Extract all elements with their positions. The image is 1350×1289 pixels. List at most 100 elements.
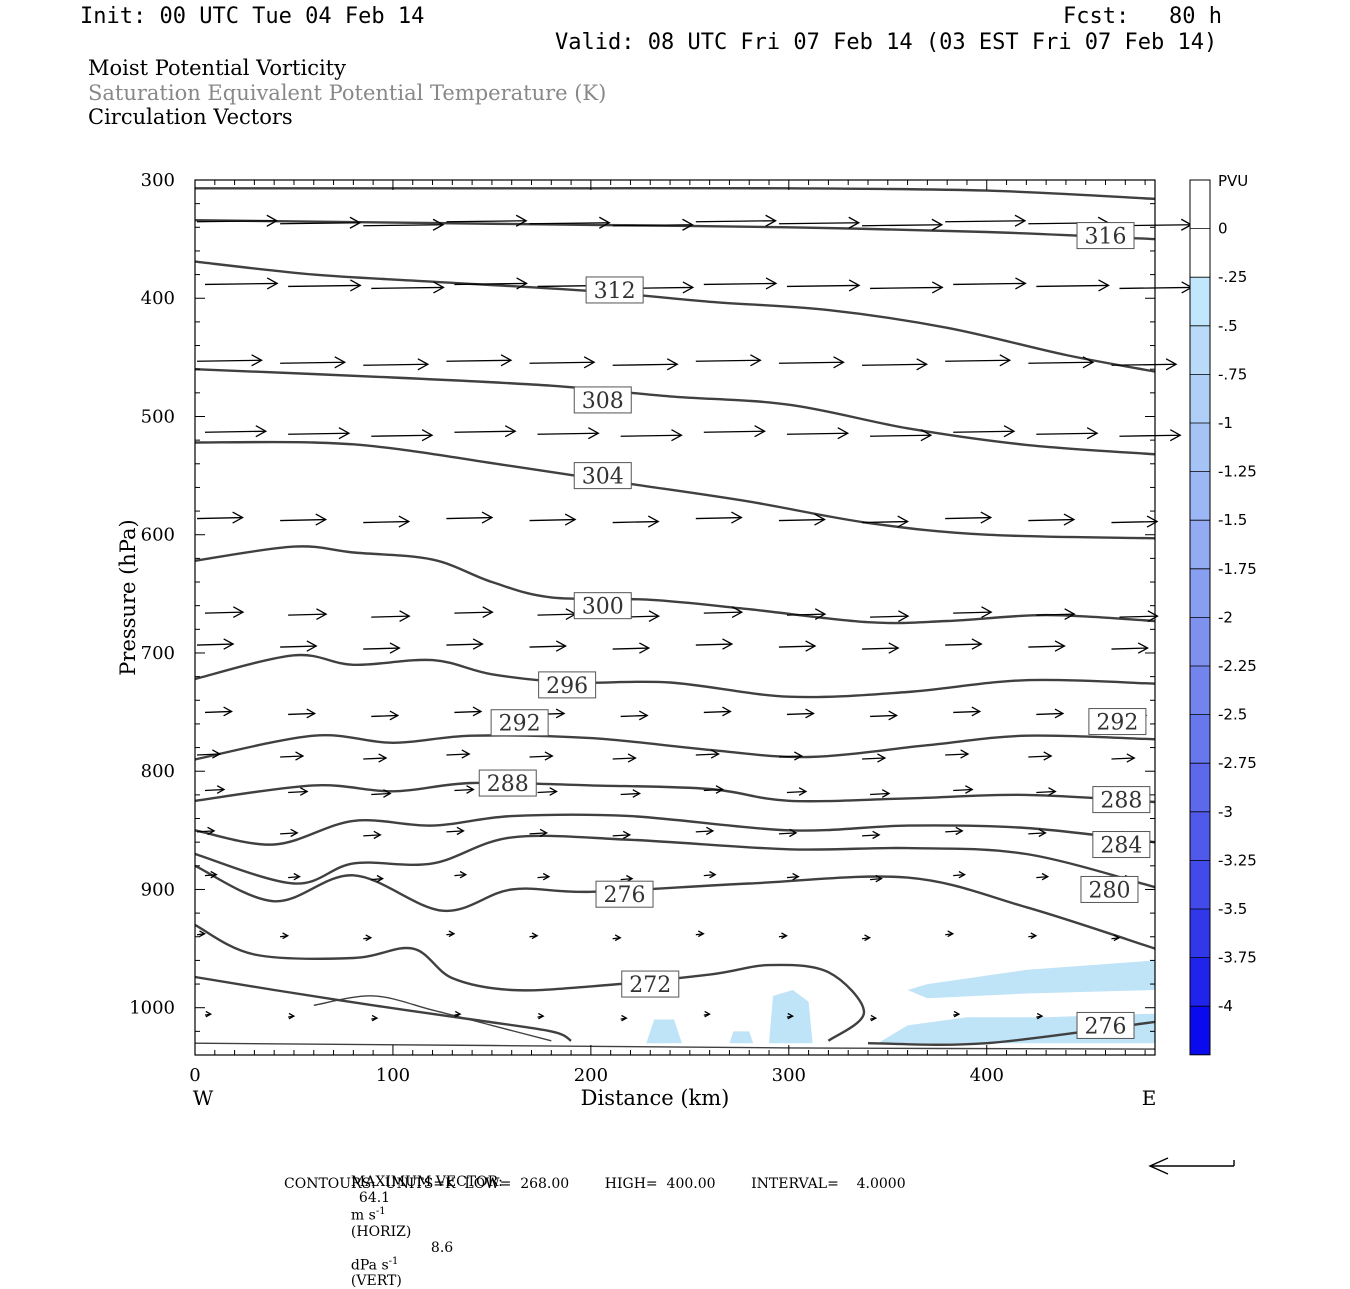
vector-shaft xyxy=(1119,434,1181,437)
vector-arrow xyxy=(371,710,400,721)
vector-shaft xyxy=(1036,432,1098,435)
horiz-tag: (HORIZ) xyxy=(350,1223,412,1240)
vector-arrow xyxy=(1036,608,1076,621)
x-axis-label: Distance (km) xyxy=(581,1086,730,1110)
vector-arrow xyxy=(1028,356,1095,369)
vector-shaft xyxy=(870,615,909,618)
vector-head xyxy=(459,870,468,879)
vector-arrow xyxy=(1028,513,1076,526)
vector-arrow xyxy=(204,870,218,879)
contour-label-6: 292 xyxy=(490,709,549,737)
vector-head xyxy=(709,870,717,879)
contour-line-6 xyxy=(194,653,1156,699)
vector-arrow xyxy=(1028,932,1038,940)
vector-arrow xyxy=(1036,787,1057,796)
vector-head xyxy=(350,279,362,292)
vector-shaft xyxy=(862,647,899,650)
contour-line-7 xyxy=(194,734,1156,761)
vector-head xyxy=(306,708,317,719)
vector-arrow xyxy=(288,1012,296,1020)
axes: 0 100 200 300 400 300 400 500 600 700 800 900 1000 W E… xyxy=(116,170,1156,1110)
vector-head xyxy=(549,787,558,796)
vector-shaft xyxy=(945,220,1026,223)
vector-head xyxy=(781,932,788,940)
vector-shaft xyxy=(870,434,931,437)
west-label: W xyxy=(193,1086,214,1110)
contour-label-text: 292 xyxy=(499,712,541,737)
vector-head xyxy=(223,706,233,717)
vector-head xyxy=(531,932,539,940)
vector-arrow xyxy=(363,642,401,654)
vector-head xyxy=(765,214,777,227)
vector-arrow xyxy=(695,749,720,759)
contour-label-text: 308 xyxy=(582,389,624,414)
vector-shaft xyxy=(280,518,326,522)
vector-shaft xyxy=(1111,757,1135,760)
vector-head xyxy=(456,826,465,836)
vector-arrow xyxy=(204,1010,213,1018)
colorbar-label: -.25 xyxy=(1218,268,1247,286)
vector-arrow xyxy=(1111,515,1159,528)
vector-shaft xyxy=(196,359,262,362)
vector-shaft xyxy=(1028,755,1052,758)
vert-tag: (VERT) xyxy=(350,1273,402,1289)
colorbar-swatch xyxy=(1190,568,1210,618)
vector-shaft xyxy=(786,790,806,794)
ref-arrow-head xyxy=(1148,1157,1169,1175)
east-label: E xyxy=(1142,1086,1157,1110)
vector-head xyxy=(454,1010,462,1018)
vector-shaft xyxy=(446,830,464,833)
vector-arrow xyxy=(537,787,558,796)
vector-arrow xyxy=(945,354,1012,367)
y-tick-label: 1000 xyxy=(129,998,175,1019)
vector-head xyxy=(448,930,456,938)
vector-shaft xyxy=(870,877,882,881)
vector-head xyxy=(1043,751,1053,761)
x-tick-label: 400 xyxy=(970,1065,1004,1086)
contour-label-box xyxy=(1088,708,1147,736)
vector-shaft xyxy=(1036,284,1109,288)
vector-head xyxy=(622,830,632,840)
vector-shaft xyxy=(280,361,345,364)
vector-shaft xyxy=(695,753,719,756)
vector-head xyxy=(282,932,290,940)
vector-shaft xyxy=(446,359,512,362)
contour-label-text: 276 xyxy=(1085,1014,1127,1039)
vector-head xyxy=(706,826,715,836)
contour-label-text: 280 xyxy=(1088,878,1130,903)
vector-shaft xyxy=(454,873,466,877)
vector-head xyxy=(481,511,494,524)
vector-shaft xyxy=(953,710,980,714)
contour-label-7: 288 xyxy=(478,769,537,797)
vector-arrow xyxy=(280,828,299,838)
vector-head xyxy=(931,281,944,294)
vector-head xyxy=(210,870,218,879)
vector-arrow xyxy=(363,358,430,371)
vector-shaft xyxy=(870,714,897,718)
colorbar-swatch xyxy=(1190,666,1210,715)
contour-line-5 xyxy=(194,545,1156,625)
vector-head xyxy=(1165,358,1178,371)
colorbar-swatch xyxy=(1190,714,1210,764)
vector-shaft xyxy=(703,873,716,877)
vector-shaft xyxy=(529,222,610,225)
contour-line-11 xyxy=(194,813,1156,846)
y-tick-label: 700 xyxy=(141,643,175,664)
pv-region-2 xyxy=(646,1019,682,1044)
horiz-value: 64.1 xyxy=(358,1190,391,1206)
vector-shaft xyxy=(945,643,982,646)
vector-head xyxy=(266,214,279,227)
y-axis-label: Pressure (hPa) xyxy=(116,519,140,675)
vector-head xyxy=(216,785,226,794)
vector-arrow xyxy=(196,511,244,524)
contour-label-text: 288 xyxy=(1100,789,1142,814)
vector-arrow xyxy=(454,870,468,879)
vector-head xyxy=(583,356,596,369)
vector-shaft xyxy=(363,363,428,366)
contour-label-text: 316 xyxy=(1085,225,1127,250)
vector-shaft xyxy=(280,755,303,758)
vector-head xyxy=(251,354,263,367)
vector-head xyxy=(293,872,301,881)
vector-shaft xyxy=(204,873,217,877)
vector-shaft xyxy=(612,757,636,760)
